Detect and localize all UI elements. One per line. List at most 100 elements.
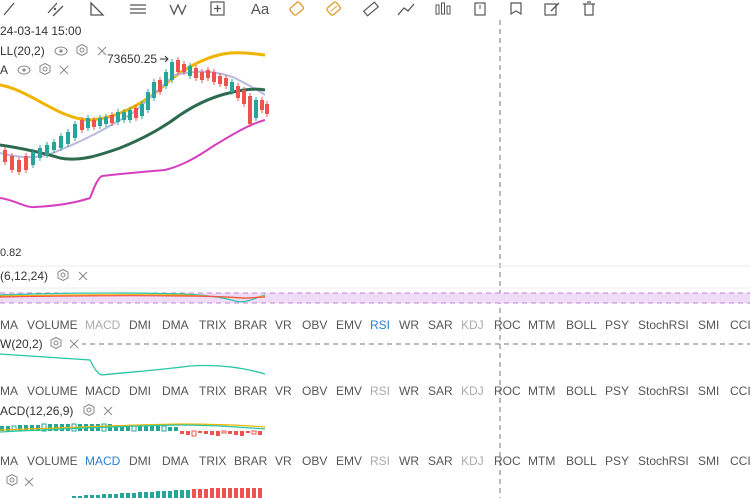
indicator-tab-stochrsi[interactable]: StochRSI bbox=[638, 384, 689, 398]
line-tool-icon[interactable] bbox=[0, 0, 22, 18]
indicator-tab-trix[interactable]: TRIX bbox=[199, 318, 227, 332]
indicator-tab-dmi[interactable]: DMI bbox=[129, 318, 151, 332]
indicator-tab-kdj[interactable]: KDJ bbox=[461, 318, 484, 332]
indicator-tab-brar[interactable]: BRAR bbox=[234, 454, 268, 468]
pattern-icon[interactable] bbox=[167, 0, 189, 18]
highlighter-icon[interactable] bbox=[323, 0, 345, 18]
parallel-channel-icon[interactable] bbox=[45, 0, 67, 18]
macd-chart[interactable] bbox=[0, 420, 270, 442]
eye-icon[interactable] bbox=[54, 45, 68, 59]
indicator-tab-kdj[interactable]: KDJ bbox=[461, 454, 484, 468]
candle-body bbox=[128, 110, 132, 120]
indicator-tab-brar[interactable]: BRAR bbox=[234, 384, 268, 398]
indicator-tab-dma[interactable]: DMA bbox=[162, 454, 189, 468]
rsi-chart[interactable] bbox=[0, 286, 750, 306]
indicator-tab-mtm[interactable]: MTM bbox=[528, 454, 556, 468]
indicator-tab-dmi[interactable]: DMI bbox=[129, 384, 151, 398]
close-icon[interactable] bbox=[78, 270, 88, 284]
indicator-tab-psy[interactable]: PSY bbox=[605, 454, 630, 468]
indicator-tab-brar[interactable]: BRAR bbox=[234, 318, 268, 332]
candle-body bbox=[265, 104, 269, 114]
settings-icon[interactable] bbox=[6, 473, 18, 491]
indicator-tab-boll[interactable]: BOLL bbox=[566, 384, 597, 398]
indicator-tab-obv[interactable]: OBV bbox=[302, 454, 328, 468]
flag-icon[interactable] bbox=[505, 0, 527, 18]
indicator-tab-roc[interactable]: ROC bbox=[494, 454, 521, 468]
bookmark-icon[interactable] bbox=[469, 0, 491, 18]
indicator-icon[interactable] bbox=[432, 0, 454, 18]
indicator-tab-emv[interactable]: EMV bbox=[336, 454, 363, 468]
indicator-tab-wr[interactable]: WR bbox=[399, 454, 419, 468]
measure-icon[interactable] bbox=[395, 0, 417, 18]
settings-icon[interactable] bbox=[83, 404, 95, 419]
indicator-tab-rsi[interactable]: RSI bbox=[370, 318, 391, 332]
add-plus-icon[interactable] bbox=[207, 0, 229, 18]
indicator-tab-vr[interactable]: VR bbox=[275, 318, 292, 332]
settings-icon[interactable] bbox=[39, 63, 51, 78]
delete-icon[interactable] bbox=[578, 0, 600, 18]
brush-icon[interactable] bbox=[286, 0, 308, 18]
indicator-tab-rsi[interactable]: RSI bbox=[370, 454, 391, 468]
indicator-tab-smi[interactable]: SMI bbox=[698, 318, 720, 332]
indicator-tab-ma[interactable]: MA bbox=[0, 318, 18, 332]
indicator-tab-cci[interactable]: CCI bbox=[730, 454, 750, 468]
indicator-tab-wr[interactable]: WR bbox=[399, 384, 419, 398]
indicator-tab-stochrsi[interactable]: StochRSI bbox=[638, 454, 689, 468]
indicator-tab-obv[interactable]: OBV bbox=[302, 384, 328, 398]
indicator-tab-smi[interactable]: SMI bbox=[698, 384, 720, 398]
indicator-tab-trix[interactable]: TRIX bbox=[199, 454, 227, 468]
indicator-tab-mtm[interactable]: MTM bbox=[528, 318, 556, 332]
fib-lines-icon[interactable] bbox=[127, 0, 149, 18]
bbw-chart[interactable] bbox=[0, 350, 270, 380]
indicator-tab-macd[interactable]: MACD bbox=[85, 318, 121, 332]
indicator-tab-vr[interactable]: VR bbox=[275, 384, 292, 398]
indicator-tab-obv[interactable]: OBV bbox=[302, 318, 328, 332]
indicator-tab-boll[interactable]: BOLL bbox=[566, 318, 597, 332]
settings-icon[interactable] bbox=[76, 44, 88, 59]
indicator-tab-boll[interactable]: BOLL bbox=[566, 454, 597, 468]
indicator-tab-macd[interactable]: MACD bbox=[85, 384, 121, 398]
indicator-tab-roc[interactable]: ROC bbox=[494, 318, 521, 332]
text-tool-icon[interactable]: Aa bbox=[247, 0, 273, 18]
volume-bar bbox=[168, 491, 172, 498]
indicator-tab-psy[interactable]: PSY bbox=[605, 384, 630, 398]
indicator-tab-sar[interactable]: SAR bbox=[428, 384, 453, 398]
indicator-tab-volume[interactable]: VOLUME bbox=[27, 318, 78, 332]
bottom-volume-chart[interactable] bbox=[0, 486, 270, 498]
close-icon[interactable] bbox=[59, 64, 69, 78]
close-icon[interactable] bbox=[103, 405, 113, 419]
indicator-tab-mtm[interactable]: MTM bbox=[528, 384, 556, 398]
indicator-tab-trix[interactable]: TRIX bbox=[199, 384, 227, 398]
triangle-tool-icon[interactable] bbox=[86, 0, 108, 18]
indicator-tab-roc[interactable]: ROC bbox=[494, 384, 521, 398]
indicator-tab-dmi[interactable]: DMI bbox=[129, 454, 151, 468]
indicator-tab-cci[interactable]: CCI bbox=[730, 384, 750, 398]
close-icon[interactable] bbox=[97, 45, 107, 59]
settings-icon[interactable] bbox=[57, 269, 69, 284]
close-icon[interactable] bbox=[24, 474, 34, 492]
ruler-icon[interactable] bbox=[360, 0, 382, 18]
indicator-tab-rsi[interactable]: RSI bbox=[370, 384, 391, 398]
indicator-tab-psy[interactable]: PSY bbox=[605, 318, 630, 332]
indicator-tab-sar[interactable]: SAR bbox=[428, 318, 453, 332]
eye-icon[interactable] bbox=[17, 64, 31, 78]
indicator-tab-sar[interactable]: SAR bbox=[428, 454, 453, 468]
indicator-tab-ma[interactable]: MA bbox=[0, 454, 18, 468]
indicator-tab-macd[interactable]: MACD bbox=[85, 454, 121, 468]
indicator-tab-smi[interactable]: SMI bbox=[698, 454, 720, 468]
indicator-tab-volume[interactable]: VOLUME bbox=[27, 454, 78, 468]
main-candle-chart[interactable]: 73650.25 0.82 bbox=[0, 20, 270, 265]
indicator-tab-vr[interactable]: VR bbox=[275, 454, 292, 468]
indicator-tab-volume[interactable]: VOLUME bbox=[27, 384, 78, 398]
indicator-tab-dma[interactable]: DMA bbox=[162, 384, 189, 398]
indicator-tab-cci[interactable]: CCI bbox=[730, 318, 750, 332]
close-icon[interactable] bbox=[69, 338, 79, 352]
indicator-tab-ma[interactable]: MA bbox=[0, 384, 18, 398]
indicator-tab-kdj[interactable]: KDJ bbox=[461, 384, 484, 398]
indicator-tab-emv[interactable]: EMV bbox=[336, 318, 363, 332]
note-edit-icon[interactable] bbox=[541, 0, 563, 18]
indicator-tab-stochrsi[interactable]: StochRSI bbox=[638, 318, 689, 332]
indicator-tab-dma[interactable]: DMA bbox=[162, 318, 189, 332]
indicator-tab-wr[interactable]: WR bbox=[399, 318, 419, 332]
indicator-tab-emv[interactable]: EMV bbox=[336, 384, 363, 398]
